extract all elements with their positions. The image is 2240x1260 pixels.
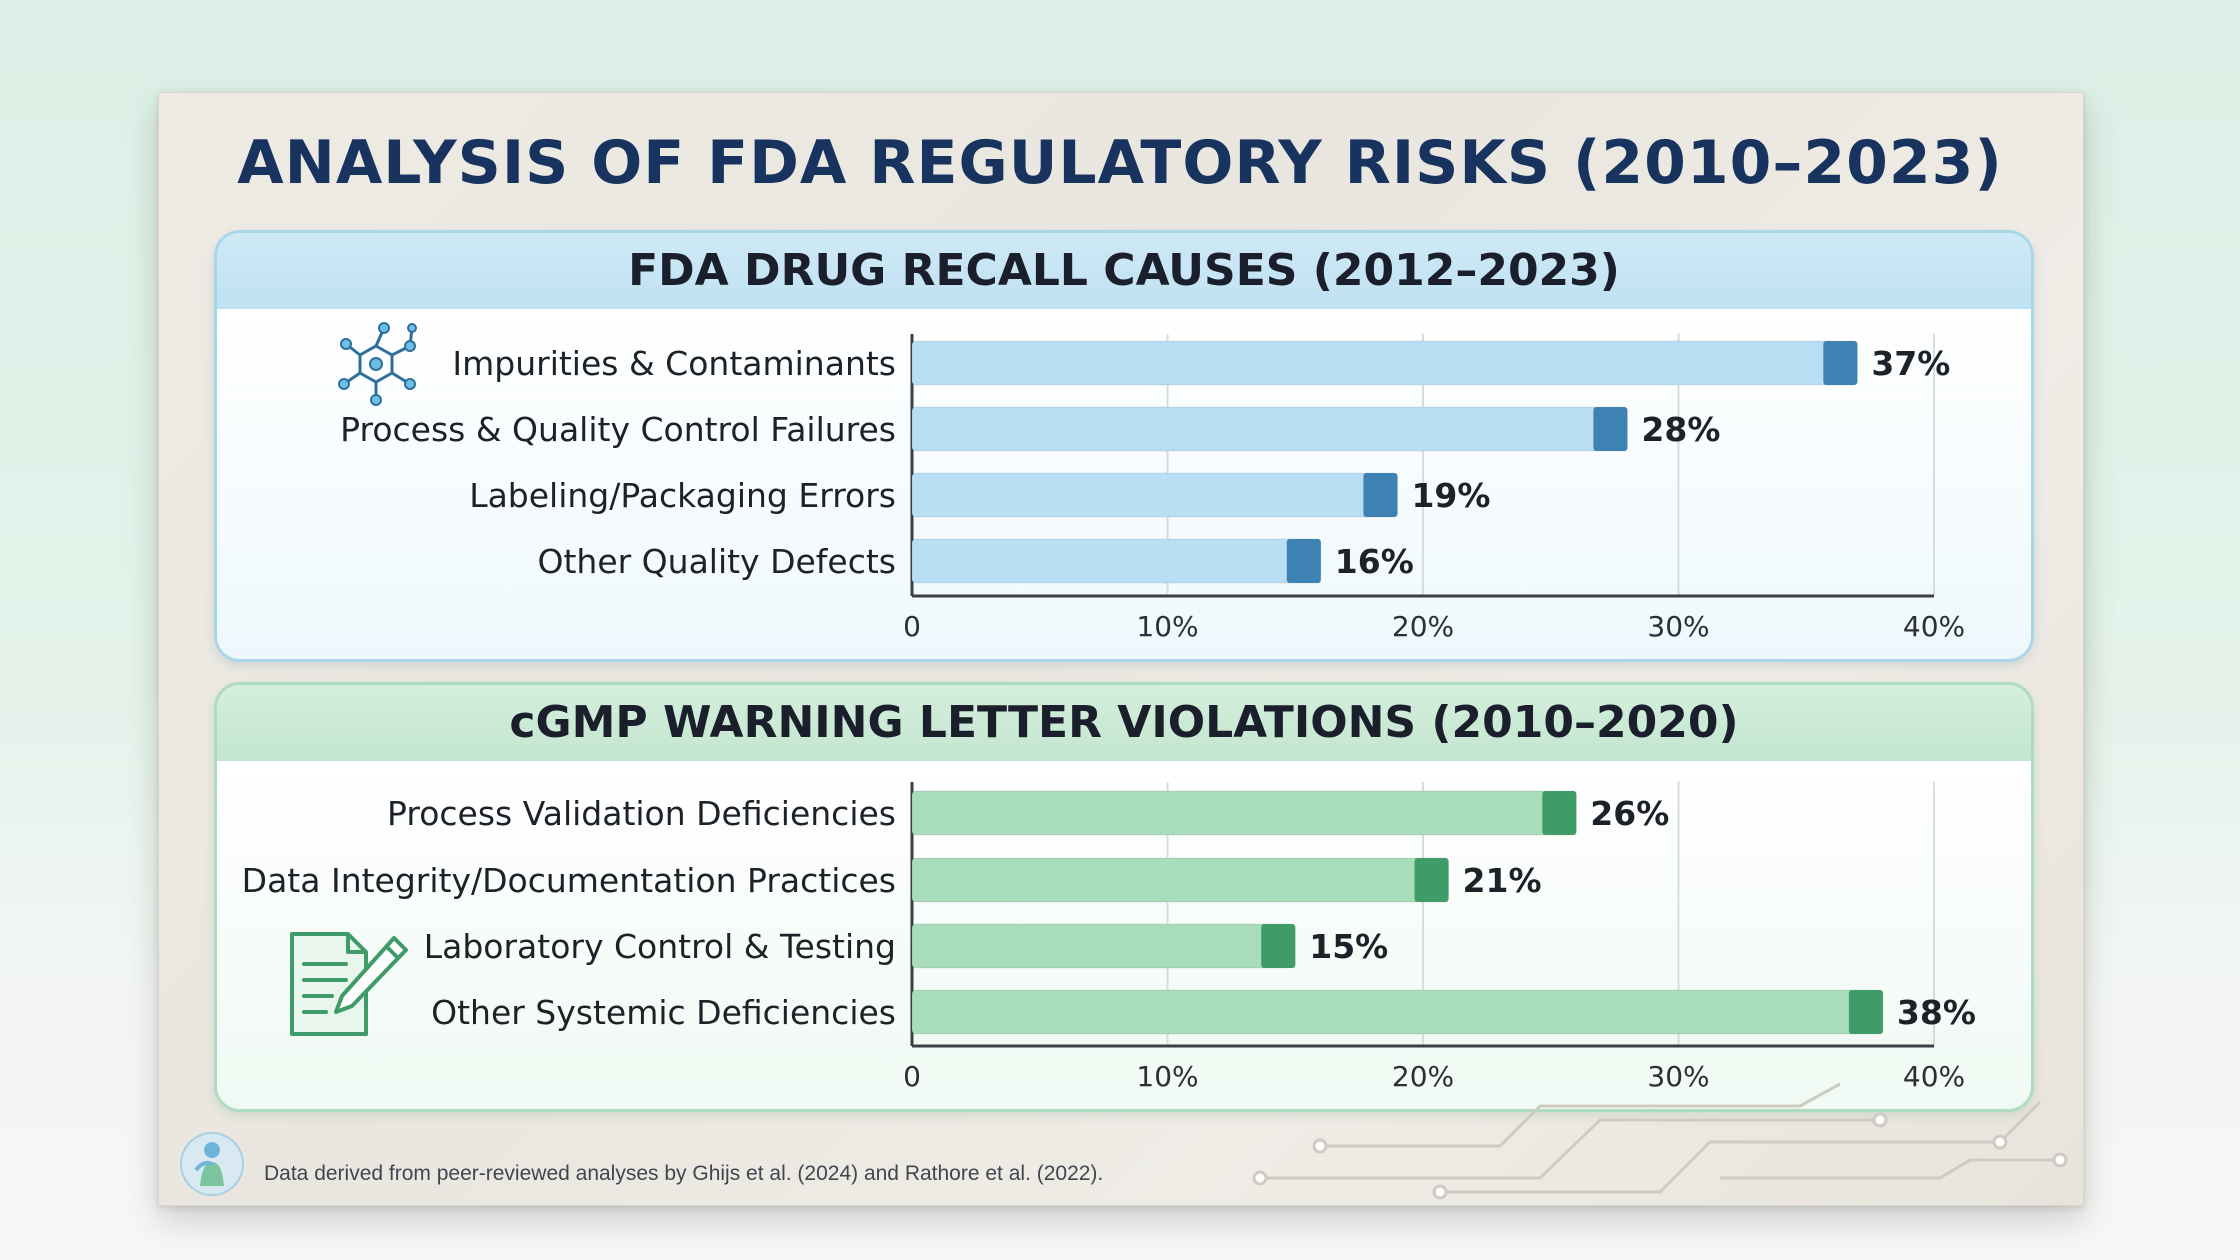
warning-panel-title: cGMP WARNING LETTER VIOLATIONS (2010–202… [217,685,2031,761]
recall-tick-label: 40% [1903,610,1965,643]
source-footnote: Data derived from peer-reviewed analyses… [264,1162,1104,1185]
recall-category-label: Impurities & Contaminants [452,344,896,383]
recall-bar [911,340,1858,386]
warning-tick-label: 0 [903,1060,921,1093]
recall-category-label: Other Quality Defects [537,542,896,581]
warning-value-label: 21% [1463,861,1542,900]
warning-tick-label: 40% [1903,1060,1965,1093]
recall-bar-end-cap [1823,341,1858,385]
recall-panel: FDA DRUG RECALL CAUSES (2012–2023) [214,230,2034,662]
recall-tick-label: 20% [1392,610,1454,643]
warning-category-label: Other Systemic Deficiencies [431,993,896,1032]
warning-category-label: Laboratory Control & Testing [424,927,896,966]
recall-value-label: 37% [1871,344,1950,383]
person-logo-icon [178,1130,246,1202]
recall-category-label: Process & Quality Control Failures [340,410,896,449]
warning-bar [911,790,1577,836]
document-pen-icon [286,924,410,1046]
warning-value-label: 38% [1897,993,1976,1032]
warning-bar [911,989,1884,1035]
main-title: ANALYSIS OF FDA REGULATORY RISKS (2010–2… [237,128,2003,198]
recall-bar-end-cap [1593,407,1628,451]
warning-bar-end-cap [1848,990,1883,1034]
circuit-decoration [1240,1080,2080,1204]
recall-bar-end-cap [1286,539,1321,583]
warning-value-label: 15% [1309,927,1388,966]
warning-bar [911,857,1450,903]
molecule-icon [336,318,426,412]
warning-bar-end-cap [1542,791,1577,835]
recall-bar [911,538,1322,584]
warning-bar [911,923,1296,969]
warning-value-label: 26% [1590,794,1669,833]
warning-category-label: Process Validation Deficiencies [387,794,896,833]
recall-category-label: Labeling/Packaging Errors [469,476,896,515]
recall-value-label: 28% [1641,410,1720,449]
recall-panel-title: FDA DRUG RECALL CAUSES (2012–2023) [217,233,2031,309]
recall-tick-label: 0 [903,610,921,643]
recall-tick-label: 30% [1647,610,1709,643]
recall-bar [911,472,1398,518]
recall-bar-end-cap [1363,473,1398,517]
recall-bar [911,406,1628,452]
warning-bar-end-cap [1261,924,1296,968]
warning-bar-end-cap [1414,858,1449,902]
recall-value-label: 16% [1335,542,1414,581]
warning-category-label: Data Integrity/Documentation Practices [242,861,896,900]
warning-tick-label: 30% [1647,1060,1709,1093]
recall-value-label: 19% [1411,476,1490,515]
recall-tick-label: 10% [1136,610,1198,643]
warning-tick-label: 20% [1392,1060,1454,1093]
warning-tick-label: 10% [1136,1060,1198,1093]
